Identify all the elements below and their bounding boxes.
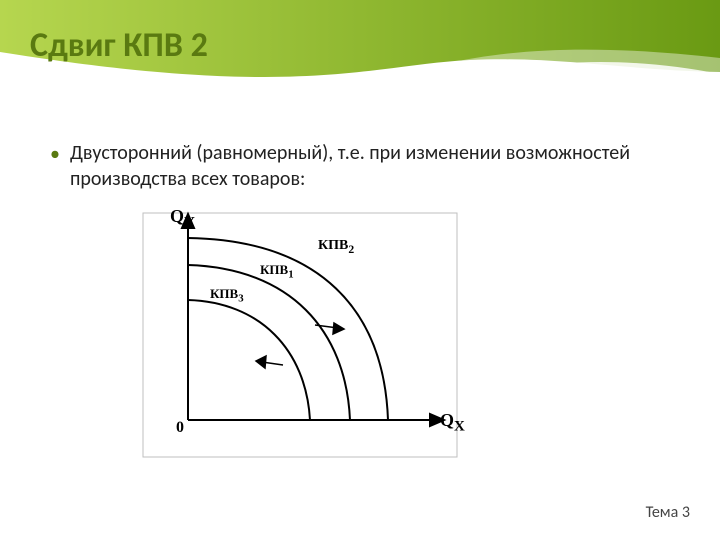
bullet-item: • Двусторонний (равномерный), т.е. при и… <box>50 140 670 192</box>
slide: Сдвиг КПВ 2 • Двусторонний (равномерный)… <box>0 0 720 540</box>
bullet-text: Двусторонний (равномерный), т.е. при изм… <box>70 140 670 192</box>
curve-label-kpv2: КПВ2 <box>318 238 354 256</box>
origin-label: 0 <box>176 419 184 436</box>
curve-label-kpv1: КПВ1 <box>260 262 294 281</box>
bullet-marker: • <box>50 140 60 168</box>
ppf-diagram: 0 QY QX КПВ3 КПВ1 КПВ2 <box>140 210 460 460</box>
y-axis-label: QY <box>170 206 195 232</box>
slide-footer: Тема 3 <box>646 503 690 522</box>
slide-title: Сдвиг КПВ 2 <box>30 25 208 66</box>
x-axis-label: QX <box>440 410 465 436</box>
curve-label-kpv3: КПВ3 <box>210 286 244 305</box>
